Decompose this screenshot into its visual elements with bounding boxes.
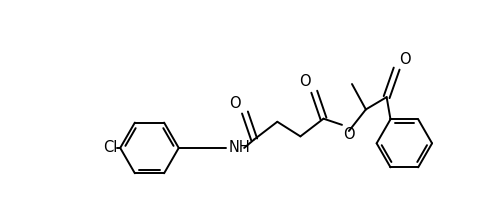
Text: O: O [344,127,355,142]
Text: O: O [299,74,310,89]
Text: NH: NH [229,140,250,155]
Text: O: O [229,96,241,111]
Text: O: O [399,52,411,67]
Text: Cl: Cl [103,140,117,155]
